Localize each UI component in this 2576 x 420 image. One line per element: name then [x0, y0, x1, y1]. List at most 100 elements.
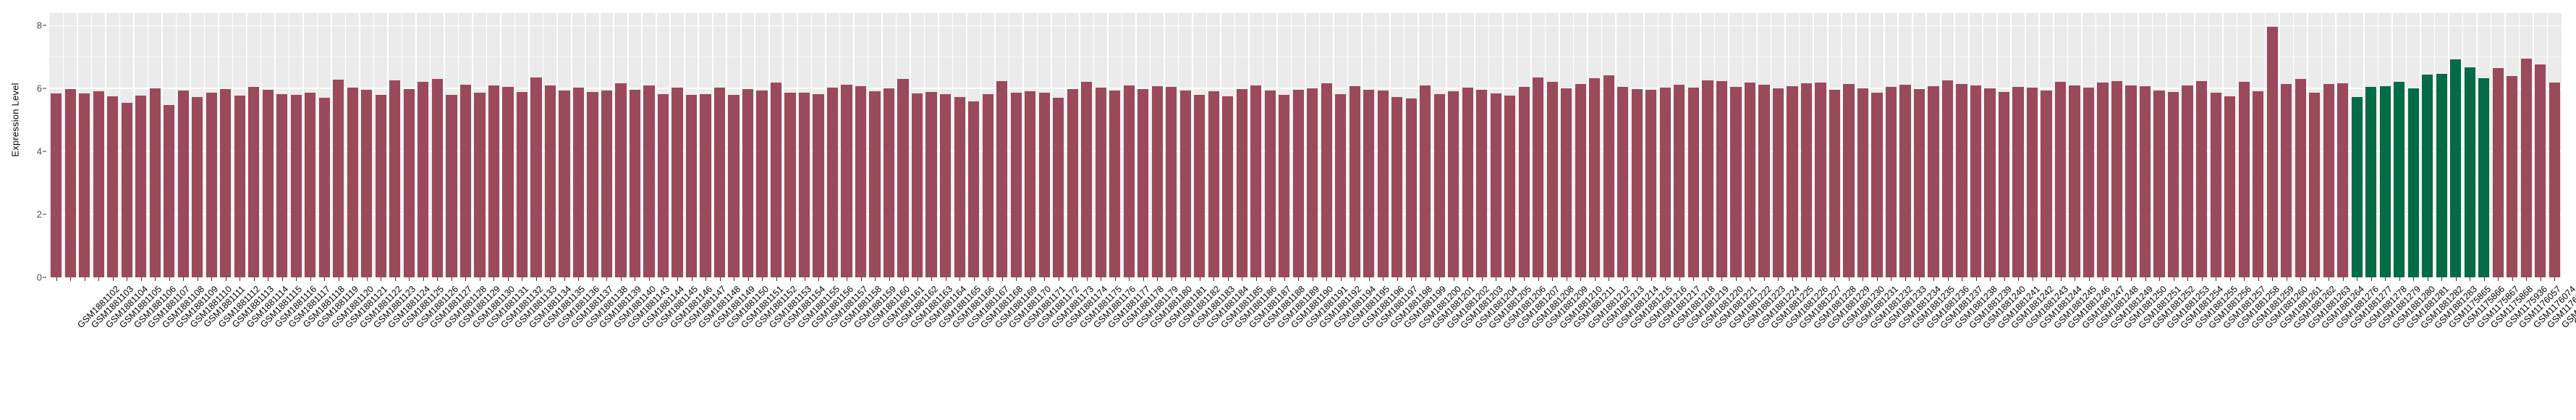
bar[interactable]: [2153, 90, 2165, 277]
bar[interactable]: [1490, 93, 1501, 277]
bar[interactable]: [1391, 97, 1403, 277]
bar[interactable]: [2422, 74, 2433, 277]
bar[interactable]: [79, 93, 90, 277]
bar[interactable]: [685, 94, 698, 277]
bar[interactable]: [516, 91, 528, 277]
bar[interactable]: [2407, 88, 2419, 277]
bar[interactable]: [446, 94, 457, 277]
bar[interactable]: [939, 94, 952, 277]
bar[interactable]: [1250, 85, 1262, 277]
bar[interactable]: [262, 89, 274, 277]
bar[interactable]: [982, 93, 993, 277]
bar[interactable]: [1843, 84, 1855, 277]
bar[interactable]: [1208, 91, 1219, 277]
bar[interactable]: [1335, 94, 1347, 277]
bar[interactable]: [1744, 82, 1756, 277]
bar[interactable]: [1025, 91, 1036, 277]
bar[interactable]: [64, 88, 76, 277]
bar[interactable]: [968, 101, 980, 277]
bar[interactable]: [164, 105, 175, 277]
bar[interactable]: [1899, 85, 1911, 277]
bar[interactable]: [2394, 82, 2405, 277]
bar[interactable]: [2492, 67, 2504, 277]
bar[interactable]: [911, 93, 923, 277]
bar[interactable]: [488, 85, 500, 277]
bar[interactable]: [1109, 91, 1121, 277]
bar[interactable]: [403, 89, 415, 277]
bar[interactable]: [431, 78, 443, 277]
bar[interactable]: [728, 95, 740, 277]
bar[interactable]: [841, 84, 852, 277]
bar[interactable]: [713, 87, 726, 277]
bar[interactable]: [2182, 85, 2193, 277]
bar[interactable]: [2026, 88, 2038, 277]
bar[interactable]: [671, 88, 683, 277]
bar[interactable]: [1984, 88, 1996, 277]
bar[interactable]: [883, 88, 895, 277]
bar[interactable]: [1151, 85, 1163, 277]
bar[interactable]: [93, 91, 104, 277]
bar[interactable]: [220, 88, 232, 277]
bar[interactable]: [2139, 86, 2151, 277]
bar[interactable]: [1533, 77, 1544, 277]
bar[interactable]: [1349, 86, 1360, 277]
bar[interactable]: [544, 85, 556, 277]
bar[interactable]: [1829, 89, 1841, 277]
bar[interactable]: [2351, 97, 2363, 277]
bar[interactable]: [1123, 85, 1135, 277]
bar[interactable]: [149, 88, 161, 277]
bar[interactable]: [1716, 81, 1727, 277]
bar[interactable]: [2210, 93, 2221, 277]
bar[interactable]: [2309, 92, 2321, 277]
bar[interactable]: [2450, 59, 2462, 277]
bar[interactable]: [1038, 93, 1050, 277]
bar[interactable]: [1053, 97, 1064, 277]
bar[interactable]: [1702, 80, 1713, 277]
bar[interactable]: [1222, 96, 1234, 277]
bar[interactable]: [756, 90, 768, 277]
bar[interactable]: [1462, 87, 1473, 277]
bar[interactable]: [1885, 86, 1897, 277]
bar[interactable]: [121, 102, 132, 277]
bar[interactable]: [601, 90, 613, 277]
bar[interactable]: [1941, 80, 1954, 277]
bar[interactable]: [2253, 91, 2264, 277]
bar[interactable]: [798, 92, 810, 277]
bar[interactable]: [2238, 81, 2250, 277]
bar[interactable]: [2069, 85, 2080, 277]
bar[interactable]: [2520, 59, 2532, 277]
bar[interactable]: [1236, 88, 1247, 277]
bar[interactable]: [135, 95, 147, 277]
bar[interactable]: [925, 91, 937, 277]
bar[interactable]: [1730, 87, 1742, 277]
bar[interactable]: [2195, 81, 2208, 277]
bar[interactable]: [107, 96, 119, 277]
bar[interactable]: [2125, 85, 2137, 277]
bar[interactable]: [459, 84, 471, 277]
bar[interactable]: [2041, 90, 2052, 277]
bar[interactable]: [1970, 85, 1982, 277]
bar[interactable]: [177, 91, 189, 277]
bar[interactable]: [897, 79, 909, 277]
bar[interactable]: [954, 97, 965, 277]
bar[interactable]: [474, 92, 486, 277]
bar[interactable]: [2111, 81, 2123, 277]
bar[interactable]: [2054, 81, 2067, 277]
bar[interactable]: [1772, 88, 1784, 277]
bar[interactable]: [1687, 88, 1699, 277]
bar[interactable]: [347, 87, 358, 277]
bar[interactable]: [389, 80, 401, 277]
bar[interactable]: [2266, 26, 2278, 277]
bar[interactable]: [2535, 64, 2546, 277]
bar[interactable]: [290, 94, 302, 277]
bar[interactable]: [1518, 86, 1530, 277]
bar[interactable]: [1561, 88, 1572, 277]
bar[interactable]: [1166, 87, 1177, 277]
bar[interactable]: [2379, 86, 2391, 277]
bar[interactable]: [1674, 84, 1685, 277]
bar[interactable]: [2097, 83, 2109, 277]
bar[interactable]: [234, 95, 245, 277]
bar[interactable]: [1476, 90, 1488, 277]
bar[interactable]: [572, 87, 585, 277]
bar[interactable]: [1631, 89, 1643, 277]
